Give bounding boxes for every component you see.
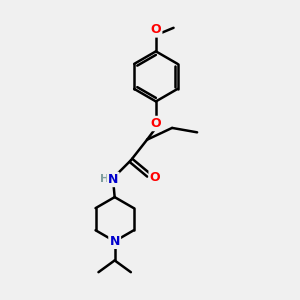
Text: O: O xyxy=(151,117,161,130)
Text: O: O xyxy=(150,172,160,184)
Text: N: N xyxy=(108,173,119,186)
Text: H: H xyxy=(100,174,109,184)
Text: O: O xyxy=(151,23,161,36)
Text: N: N xyxy=(110,235,120,248)
